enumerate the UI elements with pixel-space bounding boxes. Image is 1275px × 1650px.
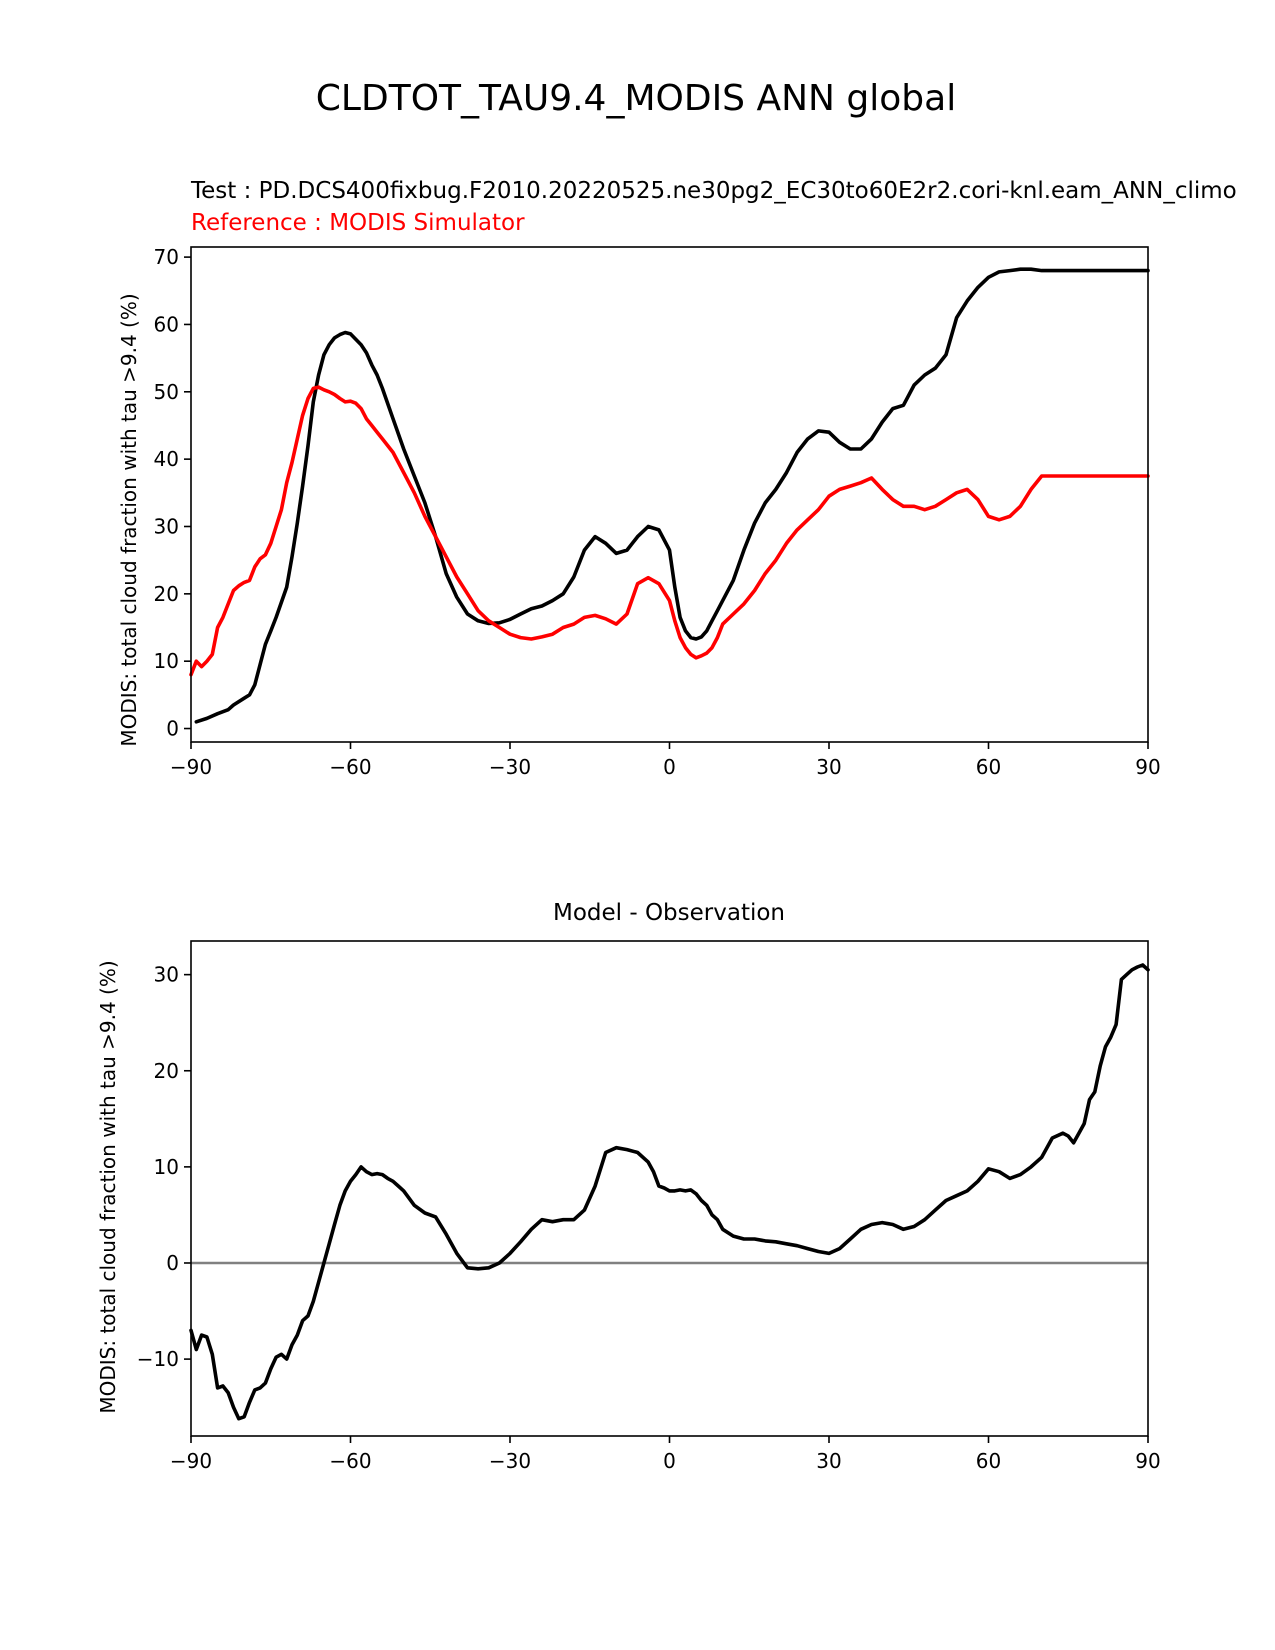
x-tick-label: 30 <box>816 755 841 779</box>
x-tick-label: −90 <box>170 755 212 779</box>
chart-bottom: Model - Observation MODIS: total cloud f… <box>96 900 1161 1473</box>
x-tick-label: 0 <box>663 1449 676 1473</box>
y-axis-label: MODIS: total cloud fraction with tau >9.… <box>117 293 141 746</box>
y-tick-label: 70 <box>154 245 179 269</box>
x-tick-label: 60 <box>976 755 1001 779</box>
y-tick-label: 0 <box>166 717 179 741</box>
x-tick-label: 90 <box>1135 1449 1160 1473</box>
x-tick-label: 60 <box>976 1449 1001 1473</box>
x-tick-label: −90 <box>170 1449 212 1473</box>
test-label: Test : PD.DCS400fixbug.F2010.20220525.ne… <box>190 178 1237 204</box>
series-line-1 <box>189 963 1150 1421</box>
plot-area: −90 −60 −30 0 30 60 90 0 10 20 30 40 50 60 70 <box>154 245 1161 779</box>
x-tick-label: −60 <box>329 1449 371 1473</box>
series-line-2 <box>189 385 1150 677</box>
x-tick-label: −60 <box>329 755 371 779</box>
plot-area: −90 −60 −30 0 30 60 90 −10 0 10 20 30 <box>137 940 1161 1473</box>
y-tick-label: 50 <box>154 380 179 404</box>
y-tick-label: 0 <box>166 1251 179 1275</box>
y-tick-label: 30 <box>154 514 179 538</box>
y-tick-label: 30 <box>154 963 179 987</box>
chart-top: Test : PD.DCS400fixbug.F2010.20220525.ne… <box>117 178 1237 779</box>
y-tick-label: 60 <box>154 312 179 336</box>
y-tick-label: 40 <box>154 447 179 471</box>
y-tick-label: 10 <box>154 1155 179 1179</box>
x-tick-label: −30 <box>489 1449 531 1473</box>
chart-title: Model - Observation <box>553 900 785 926</box>
x-tick-label: 30 <box>816 1449 841 1473</box>
series-line-1 <box>194 267 1150 724</box>
x-tick-label: −30 <box>489 755 531 779</box>
y-tick-label: 10 <box>154 649 179 673</box>
x-tick-label: 0 <box>663 755 676 779</box>
x-tick-label: 90 <box>1135 755 1160 779</box>
reference-label: Reference : MODIS Simulator <box>191 210 525 236</box>
y-tick-label: −10 <box>137 1347 179 1371</box>
y-tick-label: 20 <box>154 582 179 606</box>
y-tick-label: 20 <box>154 1059 179 1083</box>
figure-title: CLDTOT_TAU9.4_MODIS ANN global <box>316 78 956 119</box>
y-axis-label: MODIS: total cloud fraction with tau >9.… <box>96 960 120 1413</box>
